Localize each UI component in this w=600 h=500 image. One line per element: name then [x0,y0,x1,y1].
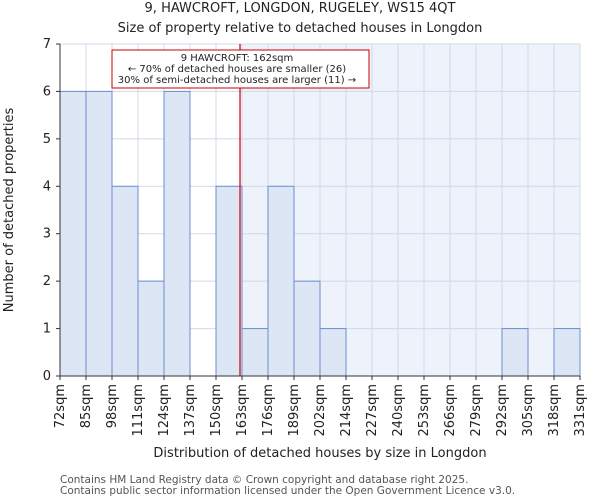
x-tick-label: 266sqm [443,384,458,437]
x-tick-label: 111sqm [131,384,146,437]
x-tick-label: 176sqm [261,384,276,437]
annotation-line-3: 30% of semi-detached houses are larger (… [118,75,356,86]
bar-111sqm [137,280,165,377]
x-tick-label: 279sqm [469,384,484,437]
bar-202sqm [319,328,347,377]
y-axis-label: Number of detached properties [2,108,17,313]
bar-318sqm [553,328,581,377]
x-tick-label: 318sqm [547,384,562,437]
x-tick-label: 150sqm [209,384,224,437]
chart-title: 9, HAWCROFT, LONGDON, RUGELEY, WS15 4QT [145,1,456,16]
bar-98sqm [111,185,139,377]
bar-189sqm [293,280,321,377]
footer-line-2: Contains public sector information licen… [60,485,515,497]
x-axis-label: Distribution of detached houses by size … [153,446,486,461]
x-tick-label: 124sqm [157,384,172,437]
x-tick-label: 292sqm [495,384,510,437]
y-ticks: 0 1 2 3 4 5 6 7 [43,37,60,384]
x-tick-label: 240sqm [391,384,406,437]
bar-292sqm [501,328,529,377]
x-tick-label: 72sqm [53,384,68,428]
x-tick-label: 98sqm [105,384,120,428]
bar-72sqm [59,90,87,377]
y-tick-label: 5 [43,132,51,147]
x-tick-label: 305sqm [521,384,536,437]
bar-163sqm [241,328,269,377]
x-tick-label: 137sqm [183,384,198,437]
bar-150sqm [215,185,243,377]
x-tick-label: 202sqm [313,384,328,437]
y-tick-label: 2 [43,274,51,289]
x-tick-label: 214sqm [339,384,354,437]
x-ticks: 72sqm 85sqm 98sqm 111sqm 124sqm 137sqm 150sqm 1… [53,376,588,437]
y-tick-label: 3 [43,227,51,242]
y-tick-label: 0 [43,369,51,384]
annotation-line-1: 9 HAWCROFT: 162sqm [181,53,294,64]
bar-124sqm [163,90,191,377]
chart-subtitle: Size of property relative to detached ho… [118,21,483,36]
x-tick-label: 253sqm [417,384,432,437]
bar-85sqm [85,90,113,377]
x-tick-label: 85sqm [79,384,94,428]
annotation-box-border [111,49,370,89]
x-tick-label: 331sqm [573,384,588,437]
bars [59,90,581,377]
annotation-box: 9 HAWCROFT: 162sqm ← 70% of detached hou… [111,49,370,89]
annotation-line-2: ← 70% of detached houses are smaller (26… [128,64,346,75]
footer-line-1: Contains HM Land Registry data © Crown c… [60,474,468,486]
x-tick-label: 227sqm [365,384,380,437]
y-tick-label: 4 [43,179,51,194]
x-tick-label: 189sqm [287,384,302,437]
bar-176sqm [267,185,295,377]
x-tick-label: 163sqm [235,384,250,437]
y-tick-label: 7 [43,37,51,52]
y-tick-label: 1 [43,322,51,337]
y-tick-label: 6 [43,84,51,99]
